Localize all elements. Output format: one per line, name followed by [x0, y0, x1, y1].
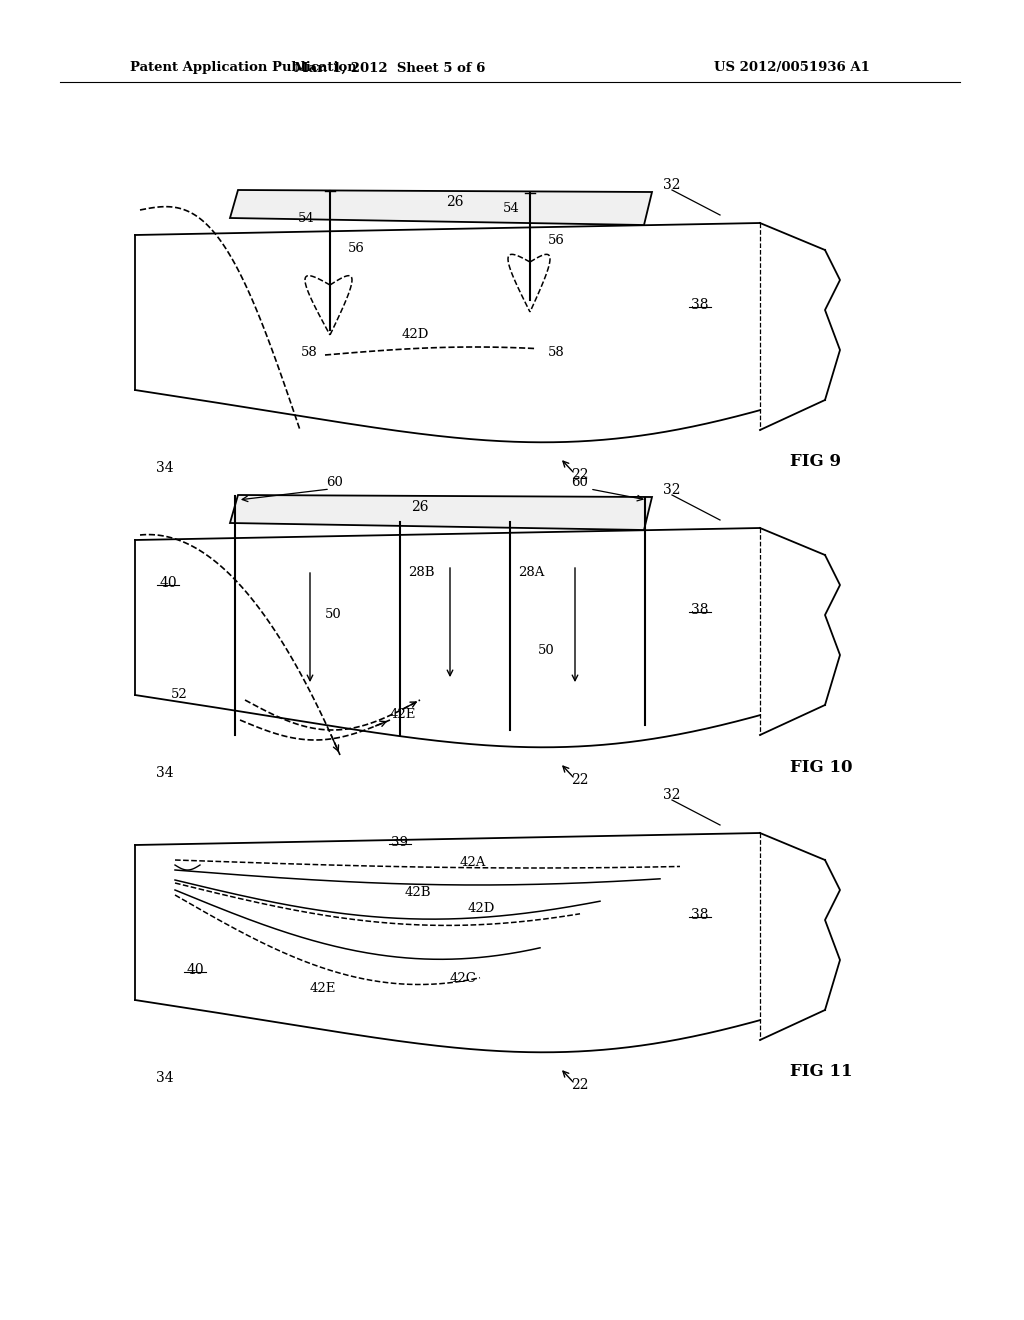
- Text: 26: 26: [446, 195, 464, 209]
- Text: 42E: 42E: [310, 982, 336, 994]
- Text: 42C: 42C: [450, 972, 477, 985]
- Text: 54: 54: [503, 202, 520, 215]
- Text: FIG 9: FIG 9: [790, 454, 841, 470]
- Text: 54: 54: [298, 211, 315, 224]
- Text: 34: 34: [157, 766, 174, 780]
- Polygon shape: [230, 495, 652, 531]
- Text: 58: 58: [301, 346, 318, 359]
- Text: 60: 60: [327, 477, 343, 490]
- Text: 52: 52: [171, 689, 188, 701]
- Text: 26: 26: [412, 500, 429, 513]
- Text: 28B: 28B: [408, 566, 434, 579]
- Text: 34: 34: [157, 1071, 174, 1085]
- Text: 22: 22: [571, 469, 589, 482]
- Text: 40: 40: [159, 576, 177, 590]
- Text: 56: 56: [348, 242, 365, 255]
- Text: 22: 22: [571, 1078, 589, 1092]
- Text: 38: 38: [691, 603, 709, 616]
- Text: 60: 60: [571, 477, 589, 490]
- Text: 39: 39: [391, 836, 409, 849]
- Text: 42E: 42E: [390, 709, 417, 722]
- Text: 32: 32: [664, 178, 681, 191]
- Text: FIG 10: FIG 10: [790, 759, 853, 776]
- Text: 32: 32: [664, 483, 681, 498]
- Text: 22: 22: [571, 774, 589, 787]
- Text: 42D: 42D: [401, 329, 429, 342]
- Text: 32: 32: [664, 788, 681, 803]
- Text: 42A: 42A: [460, 857, 486, 870]
- Text: 40: 40: [186, 964, 204, 977]
- Text: Patent Application Publication: Patent Application Publication: [130, 62, 356, 74]
- Text: FIG 11: FIG 11: [790, 1064, 853, 1081]
- Text: Mar. 1, 2012  Sheet 5 of 6: Mar. 1, 2012 Sheet 5 of 6: [294, 62, 485, 74]
- Text: 38: 38: [691, 298, 709, 312]
- Text: 56: 56: [548, 234, 565, 247]
- Text: 28A: 28A: [518, 566, 545, 579]
- Text: 42B: 42B: [406, 886, 431, 899]
- Text: 38: 38: [691, 908, 709, 921]
- Text: 50: 50: [538, 644, 555, 656]
- Text: 50: 50: [325, 609, 342, 622]
- Polygon shape: [230, 190, 652, 224]
- Text: 42D: 42D: [468, 902, 496, 915]
- Text: 34: 34: [157, 461, 174, 475]
- Text: 58: 58: [548, 346, 565, 359]
- Text: US 2012/0051936 A1: US 2012/0051936 A1: [714, 62, 870, 74]
